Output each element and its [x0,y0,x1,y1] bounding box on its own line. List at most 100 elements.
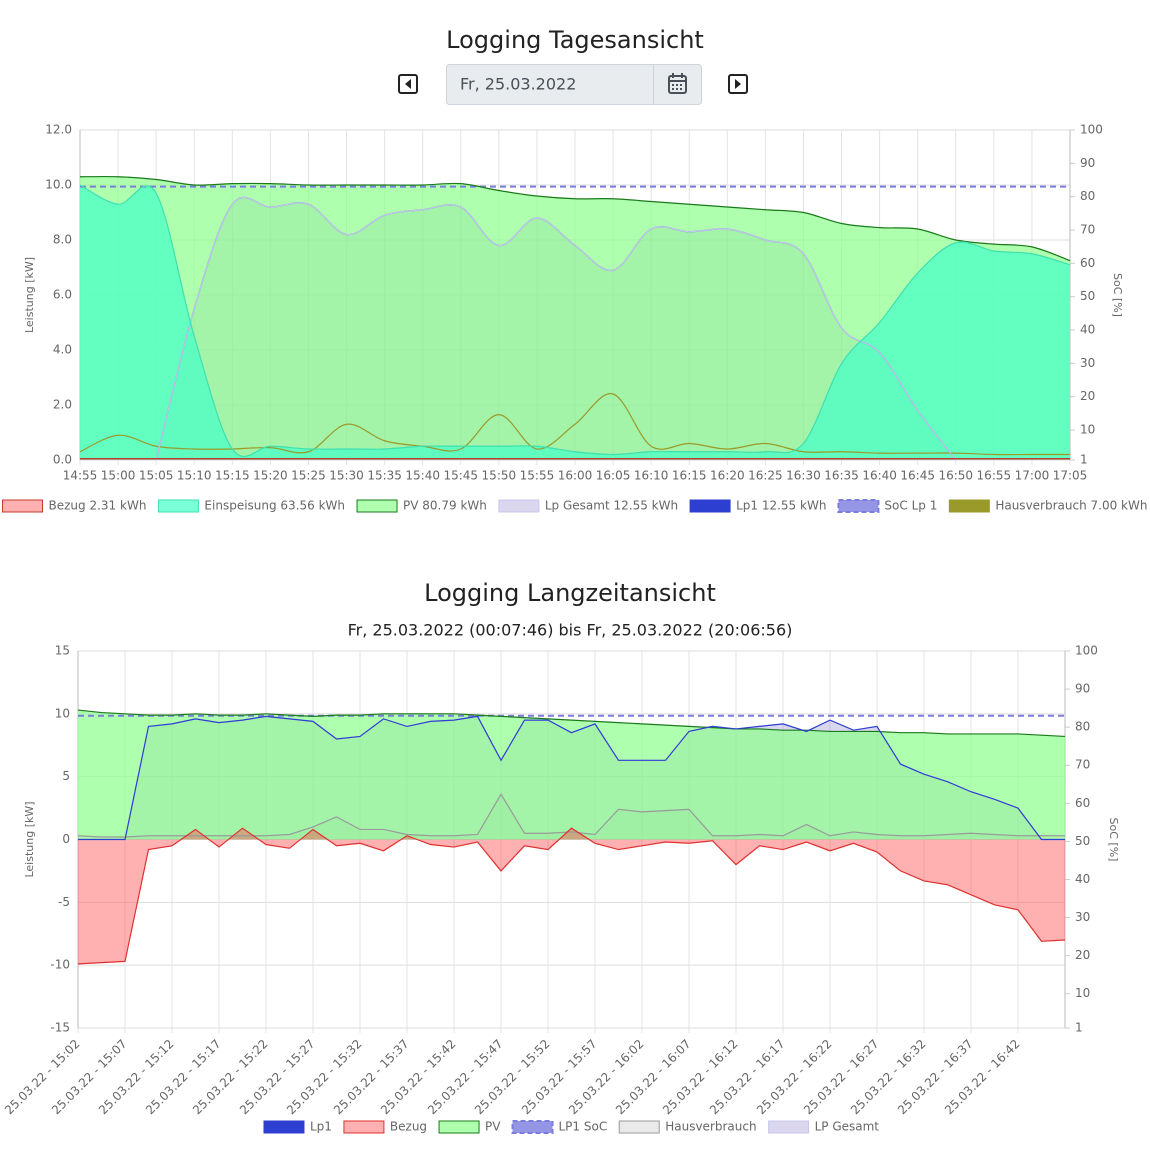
y2-tick-label: 100 [1080,123,1103,137]
y2-tick-label: 20 [1080,389,1095,403]
legend-label: PV [485,1120,501,1134]
legend-swatch [948,499,990,513]
legend-swatch [768,1120,810,1134]
x-tick-label: 15:15 [215,469,250,483]
x-tick-label: 15:00 [101,469,136,483]
x-tick-label: 15:05 [139,469,174,483]
y-tick-label: 10.0 [45,178,72,192]
legend-swatch [511,1120,554,1134]
chart-subtitle: Fr, 25.03.2022 (00:07:46) bis Fr, 25.03.… [348,621,793,640]
x-tick-label: 16:05 [596,469,631,483]
y2-tick-label: 70 [1080,223,1095,237]
series-line [79,184,1071,457]
x-tick-label: 16:45 [900,469,935,483]
y2-tick-label: 30 [1080,356,1095,370]
area-fill [78,828,1065,964]
next-day-button[interactable] [728,74,748,94]
x-tick-label: 15:35 [367,469,402,483]
legend-swatch [438,1120,480,1134]
y2-tick-label: 1 [1075,1021,1083,1035]
x-tick-label: 15:40 [405,469,440,483]
chart-title: Logging Tagesansicht [446,26,704,54]
y2-tick-label: 80 [1080,189,1095,203]
calendar-icon [668,73,687,94]
series-line [78,715,1065,841]
arrow-right [735,79,741,89]
x-tick-label: 16:30 [786,469,821,483]
legend-swatch [498,499,540,513]
y-tick-label: 15 [55,644,70,658]
x-tick-label: 17:05 [1053,469,1088,483]
date-input [446,64,702,105]
y-tick-label: 0.0 [53,453,72,467]
y2-tick-label: 30 [1075,910,1090,924]
x-tick-label: 16:25 [748,469,783,483]
x-tick-label: 15:55 [520,469,555,483]
legend-swatch [2,499,44,513]
x-tick-label: 15:25 [291,469,326,483]
chart-title: Logging Langzeitansicht [424,579,716,607]
x-tick-label: 15:50 [482,469,517,483]
legend-label: Lp1 [310,1120,332,1134]
date-picker[interactable]: Fr, 25.03.2022 [446,64,702,105]
y-tick-label: 5 [62,769,70,783]
series-line [79,175,1071,262]
x-tick-label: 16:10 [634,469,669,483]
y2-tick-label: 80 [1075,720,1090,734]
y2-tick-label: 60 [1075,796,1090,810]
x-tick-label: 15:30 [329,469,364,483]
x-tick-label: 16:20 [710,469,745,483]
y2-tick-label: 50 [1080,289,1095,303]
date-value: Fr, 25.03.2022 [460,75,576,94]
x-tick-label: 15:20 [253,469,288,483]
legend-label: PV 80.79 kWh [403,499,487,513]
x-tick-label: 16:55 [977,469,1012,483]
y-tick-label: 4.0 [53,343,72,357]
y2-tick-label: 10 [1080,423,1095,437]
y-tick-label: 2.0 [53,398,72,412]
series-line [155,196,957,461]
legend-label: LP Gesamt [815,1120,880,1134]
legend-label: LP1 SoC [559,1120,608,1134]
area-fill [80,176,1070,460]
button-frame [398,74,418,94]
y2-tick-label: 50 [1075,834,1090,848]
y-tick-label: -5 [58,895,70,909]
y-axis-title: Leistung [kW] [23,257,36,333]
legend-label: Hausverbrauch [665,1120,756,1134]
y-tick-label: 12.0 [45,123,72,137]
legend-label: Hausverbrauch 7.00 kWh [995,499,1147,513]
y2-axis-title: SoC [%] [1111,273,1124,317]
y2-tick-label: 1 [1080,453,1088,467]
legend-swatch [618,1120,660,1134]
y2-tick-label: 70 [1075,758,1090,772]
y-tick-label: -10 [50,958,70,972]
y-tick-label: 6.0 [53,288,72,302]
x-tick-label: 16:50 [938,469,973,483]
y2-tick-label: 40 [1080,323,1095,337]
series-line [79,393,1070,456]
y-tick-label: 8.0 [53,233,72,247]
legend-label: Lp Gesamt 12.55 kWh [545,499,678,513]
y2-axis-title: SoC [%] [1107,818,1120,862]
x-tick-label: 16:35 [824,469,859,483]
calendar-body [668,75,687,94]
legend-swatch [689,499,731,513]
prev-day-button[interactable] [398,74,418,94]
x-tick-label: 17:00 [1015,469,1050,483]
x-tick-label: 16:15 [672,469,707,483]
y2-tick-label: 20 [1075,948,1090,962]
y2-tick-label: 60 [1080,256,1095,270]
legend-label: Einspeisung 63.56 kWh [204,499,345,513]
area-fill [80,185,1070,460]
arrow-left [405,79,411,89]
x-tick-label: 16:00 [558,469,593,483]
series-line [77,793,1065,838]
legend-label: Bezug [390,1120,427,1134]
legend-swatch [157,499,199,513]
y2-tick-label: 10 [1075,986,1090,1000]
y-tick-label: 0 [62,832,70,846]
x-tick-label: 14:55 [63,469,98,483]
legend-swatch [356,499,398,513]
